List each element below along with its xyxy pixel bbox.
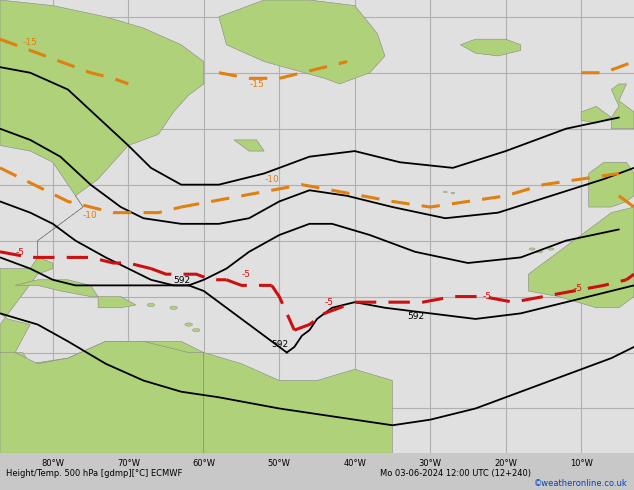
Ellipse shape	[170, 306, 178, 310]
Text: -5: -5	[483, 293, 492, 301]
Text: 10°W: 10°W	[570, 459, 593, 468]
Text: 50°W: 50°W	[268, 459, 291, 468]
Ellipse shape	[443, 191, 447, 193]
Text: -10: -10	[83, 211, 98, 220]
Text: Height/Temp. 500 hPa [gdmp][°C] ECMWF: Height/Temp. 500 hPa [gdmp][°C] ECMWF	[6, 469, 183, 478]
Polygon shape	[0, 342, 204, 453]
Text: -5: -5	[242, 270, 250, 279]
Text: 592: 592	[174, 275, 191, 285]
Text: 592: 592	[408, 312, 425, 321]
Ellipse shape	[451, 192, 455, 194]
Ellipse shape	[466, 200, 470, 202]
Polygon shape	[460, 39, 521, 56]
Text: 80°W: 80°W	[41, 459, 64, 468]
Text: 592: 592	[272, 340, 289, 349]
Ellipse shape	[529, 248, 535, 250]
Polygon shape	[528, 207, 634, 308]
Ellipse shape	[536, 251, 543, 253]
Polygon shape	[15, 280, 98, 296]
Polygon shape	[219, 0, 385, 84]
Polygon shape	[0, 0, 204, 453]
Polygon shape	[589, 162, 634, 207]
Text: -15: -15	[249, 80, 264, 89]
Text: 70°W: 70°W	[117, 459, 140, 468]
Ellipse shape	[193, 328, 200, 332]
Text: -15: -15	[23, 38, 37, 47]
Ellipse shape	[548, 248, 554, 250]
Ellipse shape	[147, 303, 155, 307]
Ellipse shape	[185, 323, 193, 326]
Text: Mo 03-06-2024 12:00 UTC (12+240): Mo 03-06-2024 12:00 UTC (12+240)	[380, 469, 531, 478]
Text: -10: -10	[264, 175, 279, 184]
Polygon shape	[611, 84, 634, 129]
Polygon shape	[234, 140, 264, 151]
Text: ©weatheronline.co.uk: ©weatheronline.co.uk	[534, 479, 628, 488]
Text: -5: -5	[325, 298, 333, 307]
Text: 40°W: 40°W	[343, 459, 366, 468]
Text: -5: -5	[574, 284, 583, 293]
Polygon shape	[581, 106, 611, 123]
Text: -5: -5	[15, 247, 24, 257]
Text: 60°W: 60°W	[192, 459, 216, 468]
Polygon shape	[98, 296, 136, 308]
Text: 20°W: 20°W	[495, 459, 517, 468]
Text: 30°W: 30°W	[418, 459, 442, 468]
Polygon shape	[204, 352, 392, 453]
